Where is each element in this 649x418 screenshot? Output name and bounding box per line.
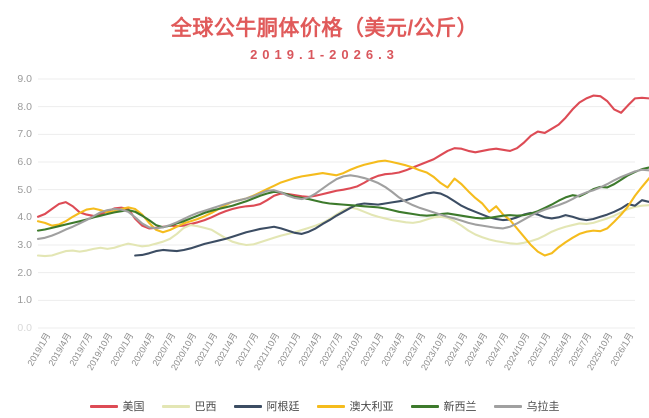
legend-item-label: 新西兰 — [443, 401, 477, 413]
x-axis-labels: 2019/1月 2019/4月 2019/7月 2019/10月 2020/1月 2020… — [0, 330, 649, 388]
chart-title: 全球公牛胴体价格（美元/公斤） — [170, 17, 479, 40]
series-line — [36, 159, 649, 257]
y-axis-tick-label: 5.0 — [17, 183, 32, 196]
legend-item-label: 澳大利亚 — [349, 401, 394, 413]
chart-subtitle: 2019.1-2026.3 — [250, 47, 399, 62]
legend-swatch-icon — [493, 404, 522, 408]
y-axis-tick-label: 2.0 — [17, 266, 32, 279]
y-axis-tick-label: 4.0 — [17, 211, 32, 224]
legend-item-label: 美国 — [122, 401, 145, 413]
series-line — [36, 94, 649, 230]
legend-item-label: 阿根廷 — [266, 401, 300, 413]
plot-area — [36, 78, 649, 329]
legend-swatch-icon — [161, 404, 190, 408]
y-axis-tick-label: 0.0 — [17, 322, 32, 334]
legend-item[interactable]: 阿根廷 — [233, 398, 300, 414]
y-axis-labels: 0.0 1.0 2.0 3.0 4.0 5.0 6.0 7.0 8.0 9.0 — [0, 0, 36, 418]
legend-item-label: 巴西 — [194, 401, 217, 413]
legend-item[interactable]: 乌拉圭 — [493, 398, 560, 414]
legend-swatch-icon — [89, 404, 118, 408]
chart-legend: 美国 巴西 阿根廷 澳大利亚 新西兰 乌拉圭 — [0, 396, 649, 416]
legend-item[interactable]: 美国 — [89, 398, 145, 414]
y-axis-tick-label: 9.0 — [17, 73, 32, 85]
gridlines — [38, 78, 635, 329]
y-axis-tick-label: 6.0 — [17, 156, 32, 168]
legend-swatch-icon — [316, 404, 345, 408]
legend-swatch-icon — [233, 404, 262, 408]
series-lines — [36, 94, 649, 258]
series-line — [36, 166, 649, 232]
legend-item[interactable]: 巴西 — [161, 398, 217, 414]
y-axis-tick-label: 8.0 — [17, 100, 32, 113]
series-line — [36, 168, 649, 240]
legend-swatch-icon — [410, 404, 439, 408]
y-axis-tick-label: 3.0 — [17, 239, 32, 251]
y-axis-tick-label: 7.0 — [17, 128, 32, 141]
y-axis-tick-label: 1.0 — [17, 294, 32, 307]
series-line — [36, 204, 649, 258]
legend-item[interactable]: 新西兰 — [410, 398, 477, 414]
legend-item[interactable]: 澳大利亚 — [316, 398, 394, 414]
series-line — [134, 191, 649, 257]
legend-item-label: 乌拉圭 — [526, 401, 560, 413]
